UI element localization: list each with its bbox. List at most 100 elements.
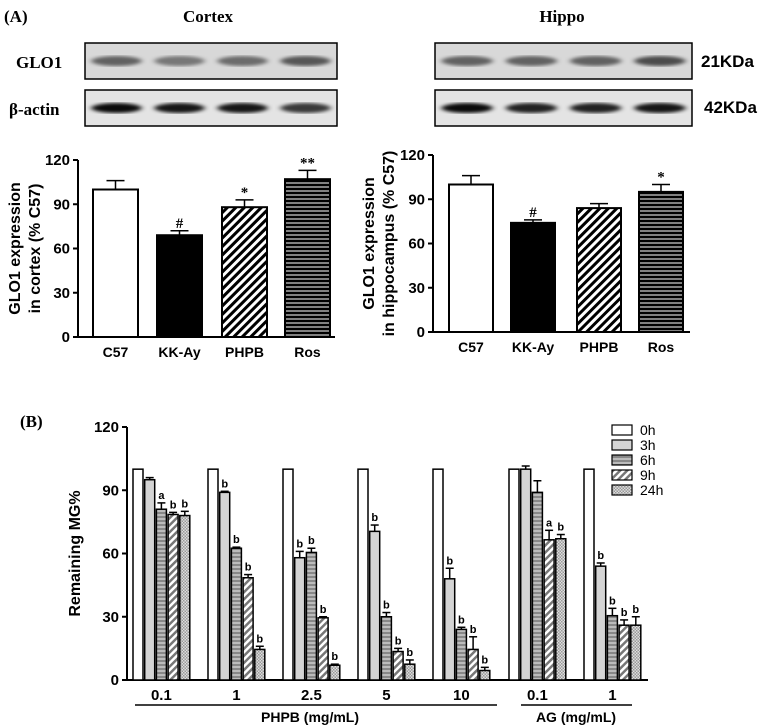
legend-swatch-0h <box>611 424 633 436</box>
kda-21-label: 21KDa <box>701 52 754 71</box>
beta-actin-band <box>569 103 622 113</box>
significance-letter: a <box>546 517 553 529</box>
y-tick-label: 120 <box>94 419 119 436</box>
bar-3h <box>519 468 532 681</box>
bar-6h <box>531 491 544 681</box>
y-axis-label: GLO1 expression <box>7 182 24 315</box>
beta-actin-row-label: β-actin <box>9 100 60 119</box>
bar-0h <box>357 468 369 681</box>
y-tick-label: 90 <box>53 196 70 213</box>
bar-0h <box>132 468 144 681</box>
significance-letter: b <box>395 635 402 647</box>
glo1-row-label: GLO1 <box>16 53 62 72</box>
x-tick-label: PHPB <box>225 344 264 360</box>
x-tick-label: C57 <box>103 344 129 360</box>
significance-mark: # <box>529 205 537 221</box>
legend-swatch-9h <box>611 469 633 481</box>
bar-3h <box>594 565 607 681</box>
group-label: PHPB (mg/mL) <box>261 709 359 725</box>
significance-letter: b <box>609 595 616 607</box>
bar-0h <box>583 468 595 681</box>
bar-9h <box>467 648 479 681</box>
significance-letter: b <box>458 614 465 626</box>
bar-6h <box>606 614 619 681</box>
bar-3h <box>293 556 306 681</box>
y-axis-label: Remaining MG% <box>67 490 84 616</box>
panel-b-label: (B) <box>20 412 43 431</box>
glo1-band <box>569 56 622 66</box>
legend-swatch-24h <box>611 484 633 496</box>
significance-letter: b <box>557 522 564 534</box>
legend-label: 0h <box>640 422 656 438</box>
glo1-band <box>505 56 558 66</box>
glo1-band <box>441 56 493 66</box>
bar-3h <box>368 530 381 681</box>
x-tick-label: 1 <box>608 687 616 704</box>
bar-3h <box>218 491 231 681</box>
y-tick-label: 0 <box>62 329 70 346</box>
bar-PHPB <box>221 206 268 338</box>
bar-3h <box>443 578 456 681</box>
beta-actin-band <box>154 103 205 113</box>
y-tick-label: 30 <box>408 280 425 297</box>
x-tick-label: Ros <box>648 339 675 355</box>
bar-3h <box>143 478 156 681</box>
bar-9h <box>392 650 404 681</box>
bar-KK-Ay <box>156 234 203 339</box>
bar-PHPB <box>576 207 622 334</box>
legend-swatch-6h <box>611 454 633 466</box>
significance-letter: b <box>233 534 240 546</box>
x-tick-label: KK-Ay <box>512 339 554 355</box>
legend-label: 6h <box>640 452 656 468</box>
significance-mark: ** <box>300 155 315 171</box>
bar-chart-hippo: 0 30 60 90 120 C57 # KK-Ay PHPB * Ros GLO1 expressi… <box>361 147 690 355</box>
legend-swatch-3h <box>611 439 633 451</box>
significance-letter: b <box>331 651 338 663</box>
panel-a-label: (A) <box>4 7 28 26</box>
cortex-title: Cortex <box>183 7 234 26</box>
x-tick-label: C57 <box>458 339 484 355</box>
bar-24h <box>404 663 416 681</box>
legend-label: 24h <box>640 482 663 498</box>
legend-label: 3h <box>640 437 656 453</box>
bar-KK-Ay <box>510 221 556 334</box>
x-tick-label: 0.1 <box>151 687 172 704</box>
hippo-title: Hippo <box>539 7 584 26</box>
y-tick-label: 30 <box>102 609 119 626</box>
bar-C57 <box>92 188 139 338</box>
significance-letter: b <box>170 499 177 511</box>
significance-letter: b <box>371 512 378 524</box>
y-axis-label: in hippocampus (% C57) <box>381 151 398 337</box>
y-tick-label: 0 <box>417 324 425 341</box>
legend-label: 9h <box>640 467 656 483</box>
bar-C57 <box>448 183 494 333</box>
bar-6h <box>305 551 318 681</box>
bar-24h <box>254 648 266 681</box>
x-tick-label: KK-Ay <box>158 344 200 360</box>
bar-24h <box>479 669 491 681</box>
significance-letter: a <box>158 490 165 502</box>
significance-mark: # <box>176 216 184 232</box>
x-tick-label: 5 <box>382 687 390 704</box>
bar-9h <box>618 624 630 681</box>
bar-6h <box>455 628 468 681</box>
significance-letter: b <box>446 555 453 567</box>
y-tick-label: 0 <box>111 672 119 689</box>
charts: 0 30 60 90 120 C57 # KK-Ay * PHPB ** Ros GLO1 expres… <box>7 147 690 725</box>
beta-actin-band <box>280 103 331 113</box>
bar-24h <box>179 514 191 681</box>
significance-letter: b <box>245 562 252 574</box>
significance-letter: b <box>383 600 390 612</box>
beta-actin-band <box>505 103 558 113</box>
bar-9h <box>317 617 329 681</box>
significance-letter: b <box>470 624 477 636</box>
bar-6h <box>155 508 168 681</box>
kda-42-label: 42KDa <box>704 98 757 117</box>
bar-chart-cortex: 0 30 60 90 120 C57 # KK-Ay * PHPB ** Ros GLO1 expres… <box>7 152 335 360</box>
bar-6h <box>380 616 393 681</box>
y-tick-label: 30 <box>53 285 70 302</box>
significance-letter: b <box>256 633 263 645</box>
